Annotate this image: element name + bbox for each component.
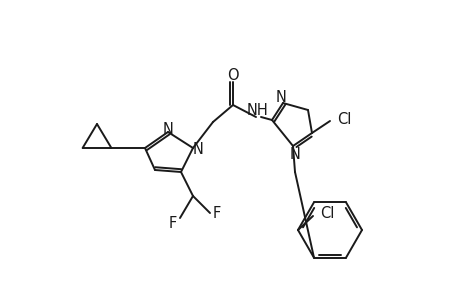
- Text: N: N: [275, 89, 286, 104]
- Text: O: O: [227, 68, 238, 82]
- Text: Cl: Cl: [336, 112, 350, 127]
- Text: N: N: [162, 122, 173, 136]
- Text: NH: NH: [246, 103, 269, 118]
- Text: N: N: [289, 146, 300, 161]
- Text: N: N: [192, 142, 203, 157]
- Text: F: F: [168, 215, 177, 230]
- Text: Cl: Cl: [319, 206, 333, 220]
- Text: F: F: [213, 206, 221, 220]
